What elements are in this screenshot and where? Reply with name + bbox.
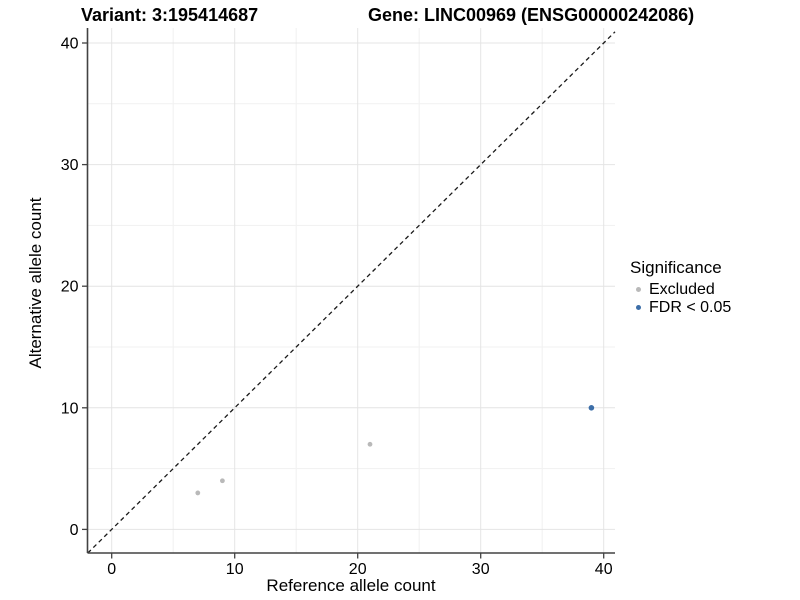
x-tick-label: 30 [472,561,490,578]
variant-title: Variant: 3:195414687 [81,5,259,25]
x-axis-label: Reference allele count [266,576,436,595]
identity-line [87,31,616,554]
x-tick-label: 0 [107,561,116,578]
y-tick-label: 10 [61,400,79,417]
y-tick-label: 20 [61,279,79,296]
data-point-excluded [367,441,373,447]
excluded-dot-icon [636,287,641,292]
y-axis-label: Alternative allele count [26,197,45,369]
gene-title: Gene: LINC00969 (ENSG00000242086) [368,5,695,25]
legend-item-excluded: Excluded [630,281,731,298]
legend-title: Significance [630,258,722,277]
fdr-dot-icon [636,305,641,310]
x-tick-label: 20 [349,561,367,578]
y-tick-label: 0 [70,522,79,539]
legend-item-label: Excluded [649,281,715,298]
legend-item-label: FDR < 0.05 [649,299,732,316]
legend: Significance Excluded FDR < 0.05 [630,258,731,316]
legend-item-fdr: FDR < 0.05 [630,299,731,316]
data-point-fdr [588,405,595,411]
x-tick-label: 10 [226,561,244,578]
data-point-excluded [220,478,225,484]
x-tick-label: 40 [595,561,613,578]
y-tick-label: 40 [61,36,79,53]
y-tick-label: 30 [61,157,79,174]
data-point-excluded [195,490,201,496]
